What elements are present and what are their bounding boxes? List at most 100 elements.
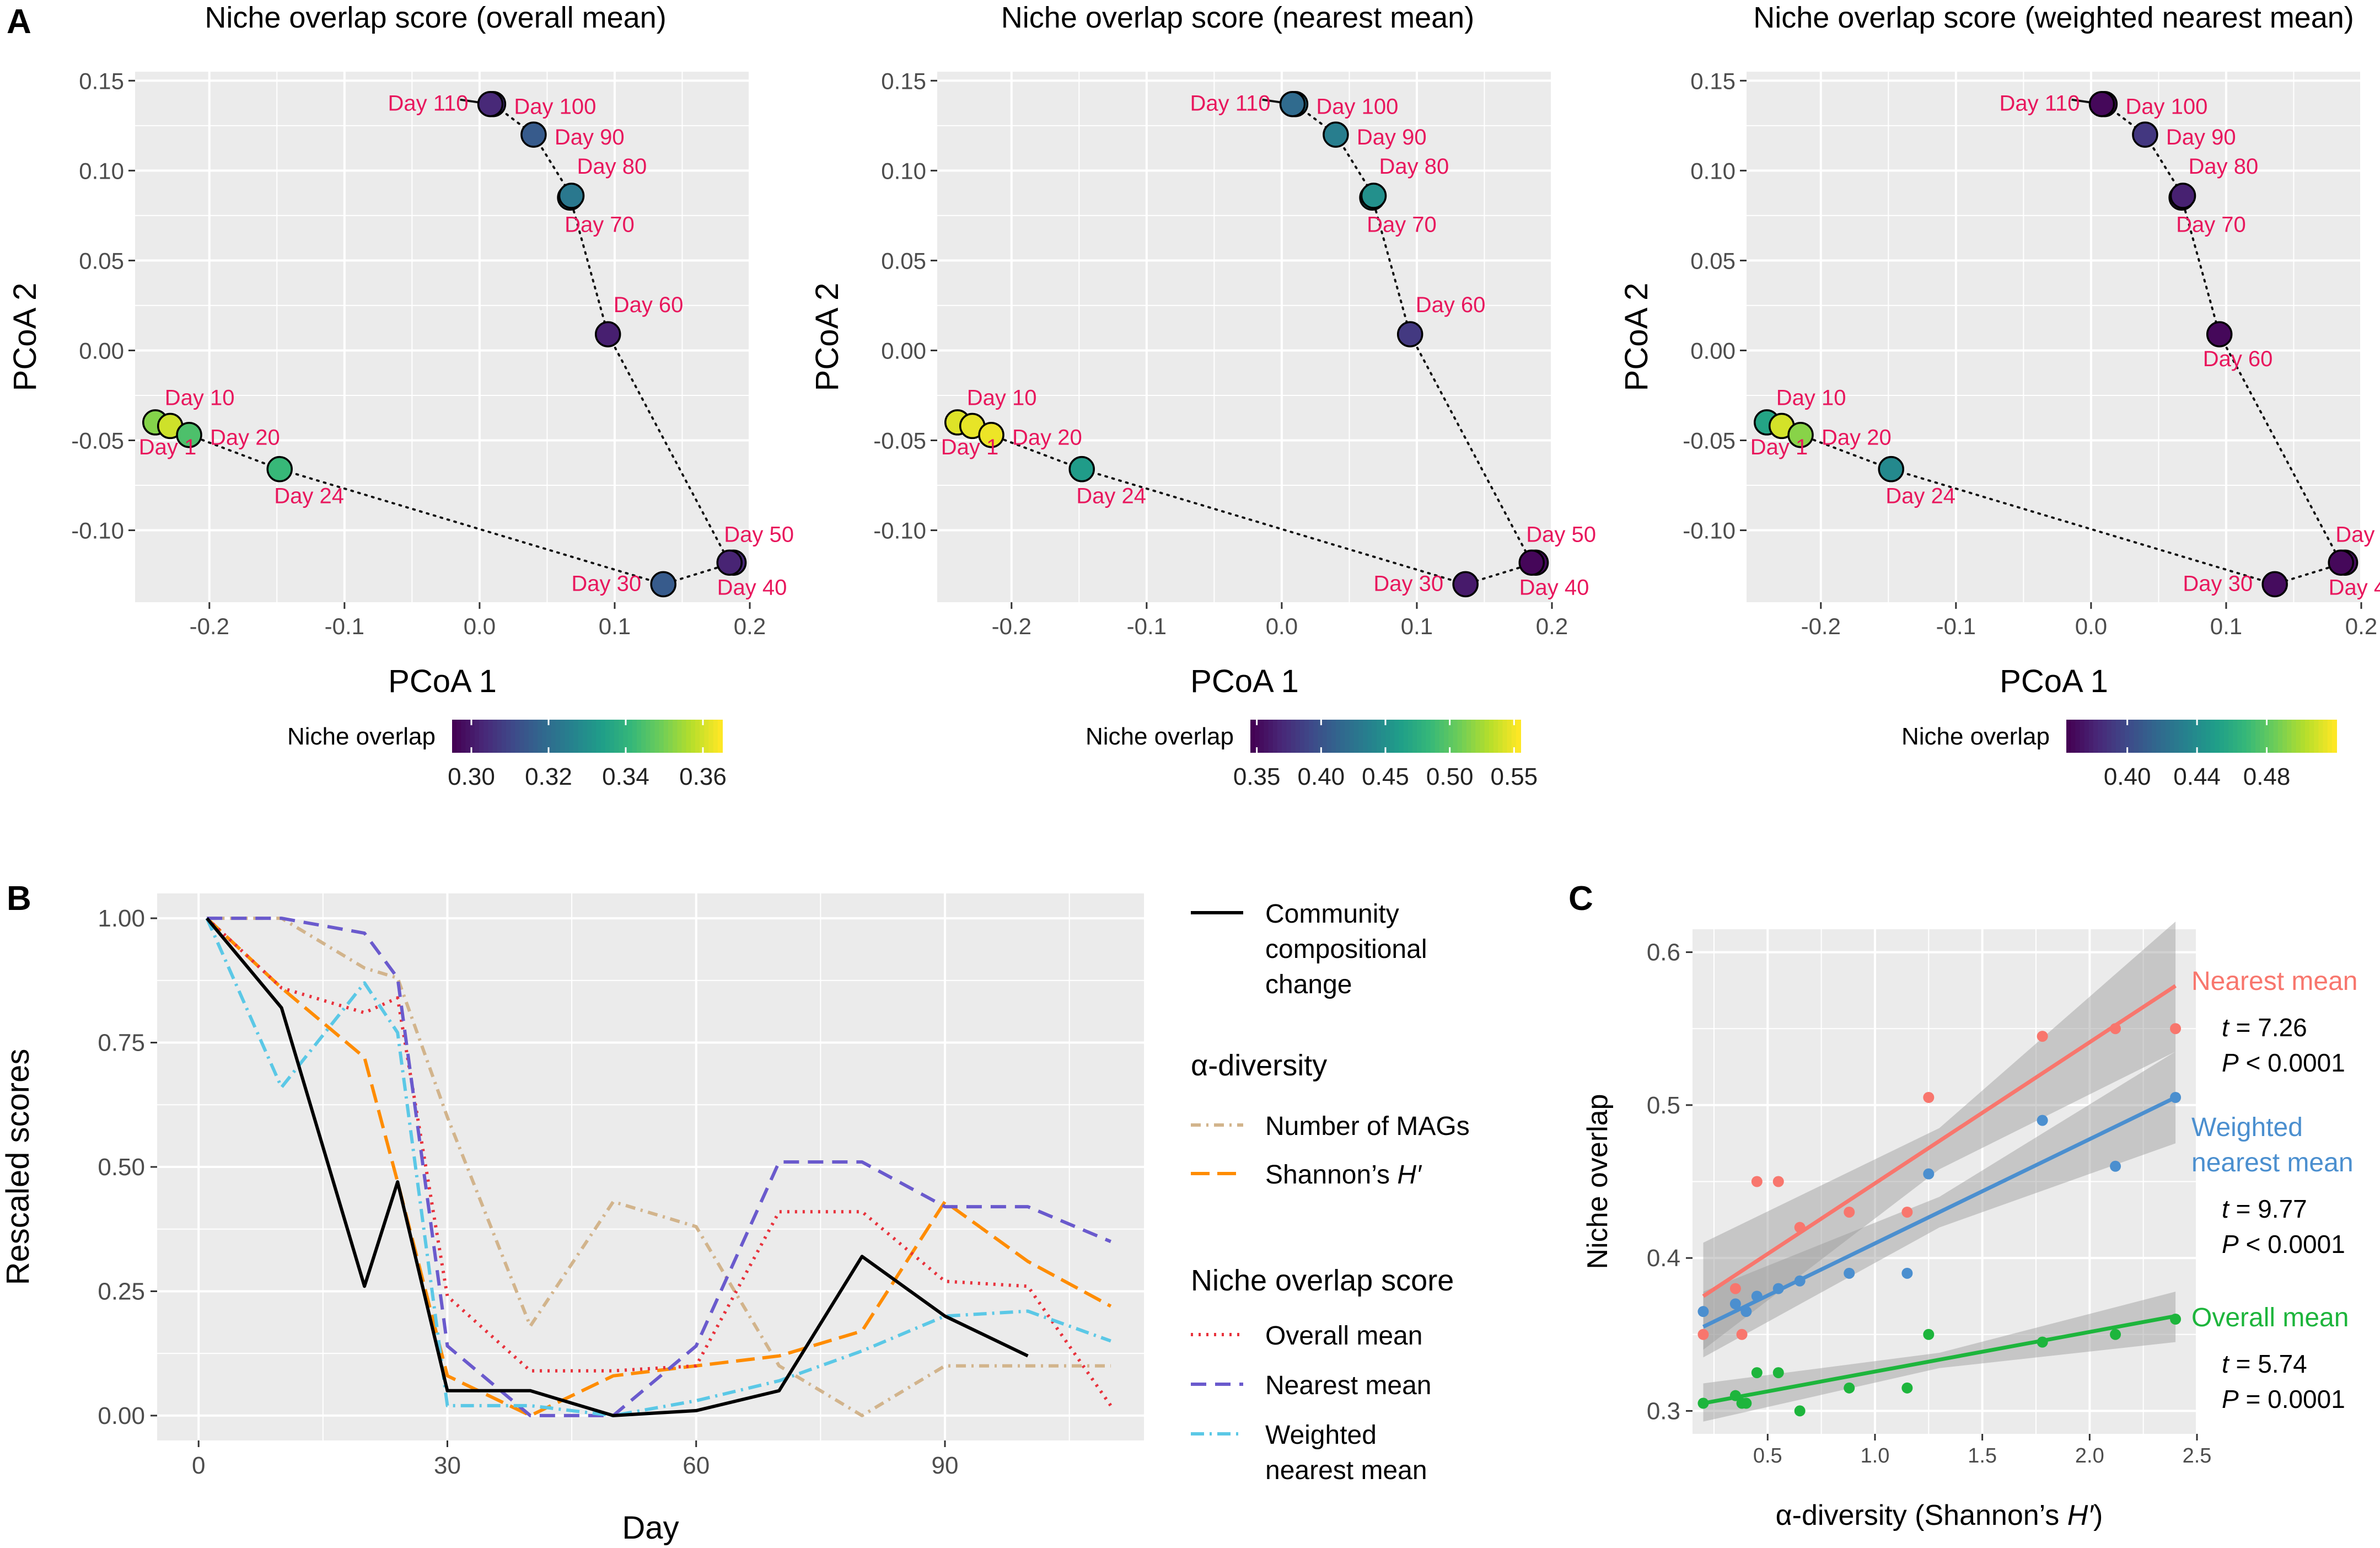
- legend-title: Niche overlap: [1086, 723, 1234, 750]
- day-label: Day 20: [1012, 426, 1082, 450]
- day-label: Day 100: [2125, 95, 2207, 119]
- colorbar-segment: [1349, 720, 1355, 753]
- x-axis-title: α-diversity (Shannon’s H′): [1776, 1499, 2103, 1531]
- colorbar-segment: [2088, 720, 2094, 753]
- y-tick-label: 0.50: [98, 1154, 145, 1181]
- x-tick-label: 60: [683, 1452, 710, 1479]
- colorbar-segment: [646, 720, 651, 753]
- point-nearest: [2170, 1023, 2182, 1035]
- colorbar-tick-label: 0.40: [1298, 763, 1345, 790]
- annotation-nearest-p: P < 0.0001: [2222, 1048, 2345, 1077]
- colorbar-segment: [2169, 720, 2175, 753]
- x-tick-label: 90: [932, 1452, 959, 1479]
- chart-title: Niche overlap score (weighted nearest me…: [1753, 1, 2354, 34]
- stat-symbol: t: [2222, 1195, 2230, 1223]
- colorbar-segment: [2246, 720, 2252, 753]
- colorbar-segment: [528, 720, 534, 753]
- colorbar-segment: [1340, 720, 1346, 753]
- colorbar-segment: [1412, 720, 1418, 753]
- y-tick-label: -0.10: [1683, 518, 1736, 544]
- colorbar-segment: [677, 720, 683, 753]
- colorbar-segment: [501, 720, 507, 753]
- colorbar-segment: [619, 720, 624, 753]
- point-overall: [1697, 1397, 1709, 1409]
- stat-symbol: P: [2222, 1048, 2239, 1077]
- point-weighted: [1901, 1267, 1913, 1279]
- colorbar-segment: [636, 720, 642, 753]
- colorbar-segment: [1313, 720, 1319, 753]
- colorbar-segment: [1326, 720, 1332, 753]
- day-label: Day 110: [388, 92, 468, 116]
- colorbar-segment: [596, 720, 601, 753]
- point-overall: [1844, 1382, 1855, 1394]
- stat-value: < 0.0001: [2239, 1048, 2345, 1077]
- colorbar-segment: [2237, 720, 2243, 753]
- colorbar-segment: [2264, 720, 2270, 753]
- colorbar-segment: [592, 720, 597, 753]
- point-day-110: [477, 90, 504, 117]
- chart-title: Niche overlap score (overall mean): [205, 1, 666, 34]
- point-overall: [1740, 1397, 1752, 1409]
- colorbar-segment: [560, 720, 566, 753]
- colorbar-segment: [1480, 720, 1485, 753]
- colorbar-segment: [2273, 720, 2279, 753]
- colorbar-segment: [1498, 720, 1503, 753]
- colorbar-tick-label: 0.40: [2104, 763, 2151, 790]
- x-tick-label: -0.2: [190, 613, 229, 639]
- colorbar-segment: [1489, 720, 1494, 753]
- point-nearest: [1697, 1329, 1709, 1340]
- colorbar-segment: [1309, 720, 1314, 753]
- colorbar-segment: [704, 720, 710, 753]
- colorbar-segment: [2093, 720, 2099, 753]
- legend-group-title: Niche overlap score: [1191, 1264, 1454, 1297]
- y-tick-label: 0.15: [881, 68, 926, 94]
- day-label: Day 30: [2183, 571, 2253, 596]
- y-tick-label: 0.00: [881, 338, 926, 363]
- point-day-90: [520, 121, 547, 148]
- colorbar-segment: [1448, 720, 1454, 753]
- colorbar-segment: [2250, 720, 2256, 753]
- colorbar-segment: [1426, 720, 1431, 753]
- colorbar-segment: [1507, 720, 1512, 753]
- point-day-60: [1396, 321, 1423, 347]
- colorbar-segment: [582, 720, 588, 753]
- y-tick-label: 0.10: [881, 158, 926, 184]
- colorbar-segment: [1363, 720, 1368, 753]
- x-tick-label: 0.0: [1266, 613, 1298, 639]
- colorbar-segment: [1444, 720, 1449, 753]
- chart-title: Niche overlap score (nearest mean): [1001, 1, 1474, 34]
- y-axis-title: Niche overlap: [1582, 1094, 1614, 1270]
- colorbar-segment: [2098, 720, 2103, 753]
- colorbar-tick-label: 0.34: [602, 763, 649, 790]
- colorbar-segment: [546, 720, 552, 753]
- colorbar-segment: [2174, 720, 2180, 753]
- point-overall: [1729, 1390, 1741, 1401]
- point-day-90: [2132, 121, 2158, 148]
- stat-value: = 5.74: [2229, 1349, 2307, 1378]
- colorbar-segment: [2165, 720, 2171, 753]
- colorbar-segment: [1358, 720, 1364, 753]
- colorbar-segment: [2287, 720, 2292, 753]
- colorbar-segment: [488, 720, 493, 753]
- colorbar-segment: [2107, 720, 2112, 753]
- point-day-80: [558, 183, 585, 209]
- x-tick-label: 0.2: [734, 613, 766, 639]
- point-day-80: [1360, 183, 1387, 209]
- day-label: Day 60: [614, 293, 684, 317]
- day-label: Day 90: [555, 125, 625, 149]
- day-label: Day 24: [274, 484, 344, 508]
- colorbar-tick-label: 0.30: [448, 763, 495, 790]
- day-label: Day 24: [1076, 484, 1146, 508]
- colorbar-segment: [1250, 720, 1256, 753]
- day-label: Day 60: [2203, 347, 2273, 371]
- y-tick-label: 0.05: [79, 248, 124, 274]
- point-nearest: [1923, 1092, 1935, 1103]
- colorbar-segment: [2304, 720, 2310, 753]
- colorbar-segment: [2255, 720, 2261, 753]
- colorbar-segment: [2192, 720, 2198, 753]
- colorbar-tick-label: 0.36: [679, 763, 727, 790]
- x-axis-title-part: α-diversity (Shannon’s: [1776, 1499, 2067, 1531]
- stat-symbol: t: [2222, 1013, 2230, 1042]
- x-tick-label: 30: [434, 1452, 461, 1479]
